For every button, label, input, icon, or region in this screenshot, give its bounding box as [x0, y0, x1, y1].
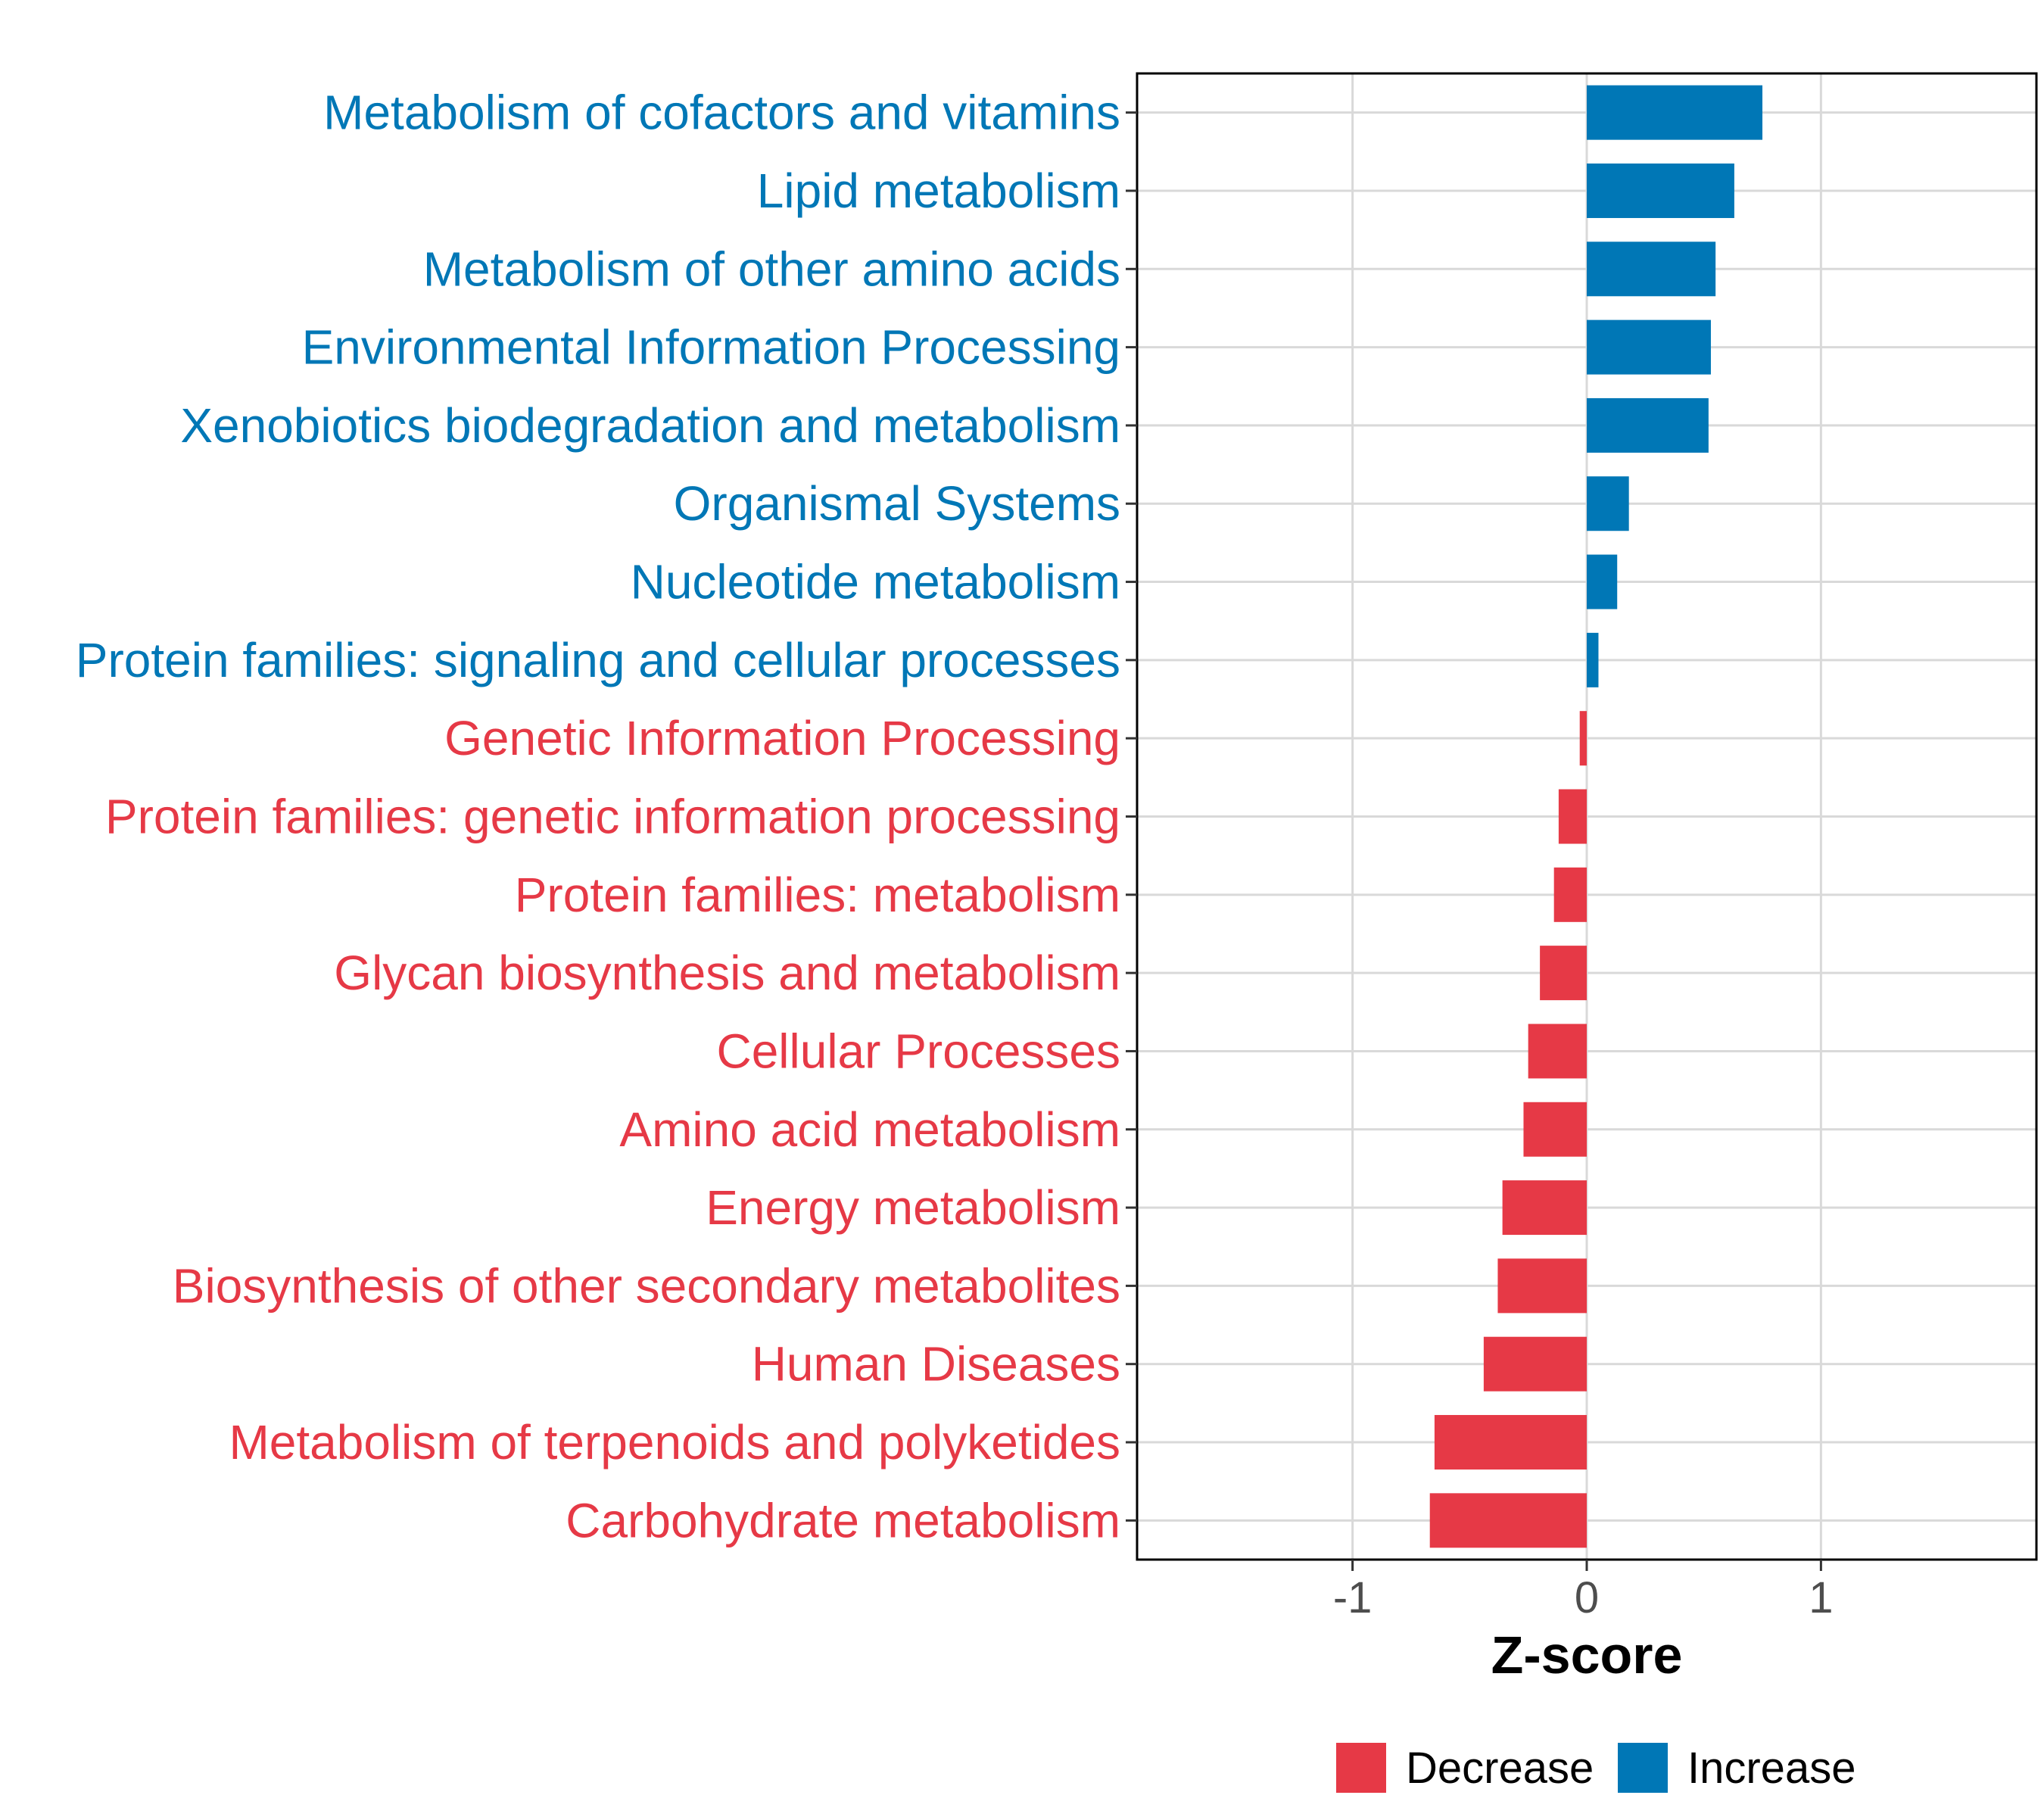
legend-label-decrease: Decrease	[1406, 1744, 1594, 1793]
y-tick-label: Protein families: signaling and cellular…	[76, 633, 1120, 687]
y-tick-label: Organismal Systems	[674, 476, 1120, 531]
x-tick-label: 1	[1809, 1573, 1833, 1622]
y-tick-label: Metabolism of other amino acids	[423, 242, 1120, 296]
legend-swatch-increase	[1618, 1743, 1668, 1793]
bar-energy-metabolism	[1502, 1180, 1587, 1236]
y-tick-label: Lipid metabolism	[757, 164, 1120, 218]
bar-metabolism-of-cofactors-and-vitamins	[1587, 85, 1763, 140]
y-tick-label: Glycan biosynthesis and metabolism	[334, 946, 1120, 1000]
y-tick-label: Environmental Information Processing	[302, 320, 1120, 375]
y-tick-label: Biosynthesis of other secondary metaboli…	[173, 1258, 1120, 1313]
bar-human-diseases	[1483, 1336, 1587, 1392]
bar-cellular-processes	[1528, 1024, 1587, 1079]
y-tick-label: Genetic Information Processing	[444, 711, 1120, 765]
y-tick-label: Xenobiotics biodegradation and metabolis…	[180, 398, 1120, 453]
x-tick-label: -1	[1333, 1573, 1373, 1622]
bar-protein-families-genetic-information-processing	[1558, 789, 1587, 844]
bar-genetic-information-processing	[1579, 711, 1587, 766]
legend: Decrease Increase	[1336, 1743, 1855, 1793]
bar-metabolism-of-other-amino-acids	[1587, 242, 1716, 297]
y-axis-ticks	[1126, 111, 1137, 1522]
y-axis-labels: Metabolism of cofactors and vitamins Lipi…	[76, 86, 1120, 1548]
y-tick-label: Carbohydrate metabolism	[566, 1493, 1120, 1547]
bar-amino-acid-metabolism	[1523, 1102, 1587, 1157]
bar-protein-families-signaling-and-cellular-processes	[1587, 632, 1599, 687]
x-axis-labels: -1 0 1	[1333, 1573, 1834, 1622]
y-tick-label: Metabolism of cofactors and vitamins	[323, 86, 1120, 140]
bar-protein-families-metabolism	[1553, 867, 1587, 922]
y-tick-label: Metabolism of terpenoids and polyketides	[229, 1415, 1120, 1469]
x-tick-label: 0	[1575, 1573, 1599, 1622]
bar-environmental-information-processing	[1587, 319, 1711, 375]
x-axis-title: Z-score	[1491, 1625, 1683, 1685]
bar-glycan-biosynthesis-and-metabolism	[1540, 946, 1587, 1001]
y-tick-label: Protein families: metabolism	[515, 868, 1120, 922]
bar-xenobiotics-biodegradation-and-metabolism	[1587, 397, 1709, 453]
bar-metabolism-of-terpenoids-and-polyketides	[1434, 1415, 1587, 1470]
bar-lipid-metabolism	[1587, 163, 1734, 218]
bar-biosynthesis-of-other-secondary-metabolites	[1497, 1258, 1587, 1314]
legend-label-increase: Increase	[1687, 1744, 1855, 1793]
bar-carbohydrate-metabolism	[1429, 1493, 1587, 1548]
bar-organismal-systems	[1587, 476, 1629, 531]
y-tick-label: Cellular Processes	[716, 1024, 1120, 1078]
legend-swatch-decrease	[1336, 1743, 1386, 1793]
y-tick-label: Nucleotide metabolism	[631, 555, 1120, 609]
y-tick-label: Human Diseases	[752, 1337, 1120, 1392]
bar-nucleotide-metabolism	[1587, 554, 1618, 609]
x-axis-ticks	[1351, 1560, 1822, 1571]
y-tick-label: Energy metabolism	[706, 1180, 1120, 1235]
y-tick-label: Protein families: genetic information pr…	[105, 790, 1120, 844]
y-tick-label: Amino acid metabolism	[619, 1102, 1120, 1157]
bars	[1429, 85, 1763, 1548]
